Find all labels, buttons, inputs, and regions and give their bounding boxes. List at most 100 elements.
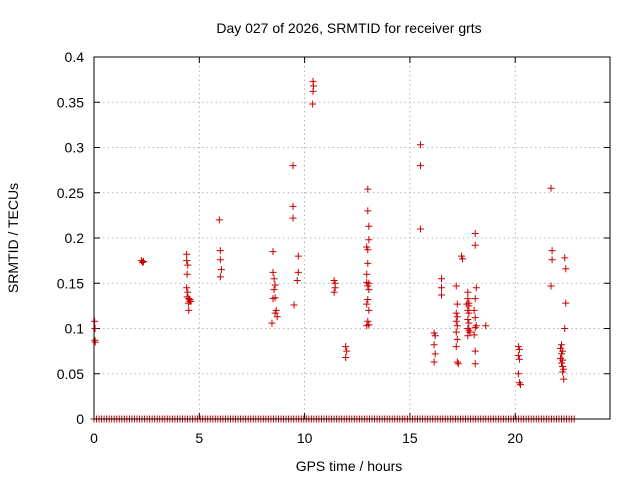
data-point	[365, 306, 373, 314]
y-tick-label: 0.3	[65, 140, 85, 156]
data-point	[453, 322, 461, 330]
data-point	[364, 185, 372, 193]
data-point	[183, 284, 191, 292]
data-point	[452, 343, 460, 351]
x-tick-label: 0	[90, 430, 98, 446]
data-point	[184, 299, 192, 307]
data-point	[558, 350, 566, 358]
data-point	[343, 347, 351, 355]
grid-layer	[94, 57, 610, 419]
data-point	[330, 288, 338, 296]
data-point	[471, 324, 479, 332]
data-point	[270, 286, 278, 294]
data-point	[138, 258, 146, 266]
data-point	[215, 216, 223, 224]
data-point	[364, 246, 372, 254]
data-point	[471, 360, 479, 368]
data-point	[465, 309, 473, 317]
data-point	[268, 319, 276, 327]
data-point	[185, 306, 193, 314]
data-point	[558, 341, 566, 349]
data-point	[465, 326, 473, 334]
data-point	[472, 322, 480, 330]
data-point	[559, 368, 567, 376]
y-tick-label: 0.1	[65, 321, 85, 337]
data-point	[91, 325, 99, 332]
data-point	[184, 261, 192, 269]
x-axis-label: GPS time / hours	[296, 458, 403, 474]
data-point	[452, 328, 460, 336]
data-point	[471, 295, 479, 303]
x-tick-label: 10	[297, 430, 313, 446]
data-point	[558, 359, 566, 367]
data-point	[364, 282, 372, 290]
data-point	[562, 265, 570, 273]
data-point	[472, 284, 480, 292]
data-point	[91, 338, 99, 346]
data-point	[438, 275, 446, 283]
data-point	[514, 352, 522, 360]
data-point	[465, 302, 473, 310]
data-point	[309, 87, 317, 95]
data-point	[289, 214, 297, 222]
data-point	[471, 229, 479, 237]
data-point	[548, 256, 556, 264]
data-point	[289, 202, 297, 210]
data-point	[459, 255, 467, 263]
data-point	[430, 341, 438, 349]
data-point	[183, 250, 191, 258]
tick-layer: 0 0.05 0.1 0.15 0.2 0.25 0.3 0.35 0.4 0 5 10 15 20	[57, 49, 610, 446]
data-point	[454, 360, 462, 368]
data-point	[464, 332, 472, 340]
data-point	[515, 379, 523, 387]
y-tick-label: 0.05	[57, 366, 84, 382]
data-point	[516, 381, 524, 389]
data-point	[183, 270, 191, 278]
data-point	[547, 282, 555, 290]
data-point	[452, 309, 460, 317]
data-point	[562, 299, 570, 307]
data-point	[184, 288, 192, 296]
data-point	[416, 225, 424, 233]
data-point	[342, 353, 350, 361]
data-point	[464, 295, 472, 303]
data-point	[430, 358, 438, 366]
data-point	[515, 355, 523, 363]
y-tick-label: 0.15	[57, 275, 84, 291]
data-point	[365, 321, 373, 329]
data-point	[453, 358, 461, 366]
data-point	[294, 268, 302, 276]
data-point	[514, 370, 522, 378]
data-point	[365, 286, 373, 294]
data-point	[290, 301, 298, 309]
data-point	[269, 248, 277, 256]
data-point	[560, 375, 568, 383]
data-point	[452, 282, 460, 290]
data-point	[431, 350, 439, 358]
data-point	[269, 268, 277, 276]
data-point	[289, 162, 297, 170]
y-tick-label: 0.25	[57, 185, 84, 201]
y-tick-label: 0.4	[65, 49, 85, 65]
y-tick-label: 0.35	[57, 94, 84, 110]
plot-frame	[93, 56, 611, 420]
data-point	[452, 317, 460, 325]
data-point	[438, 291, 446, 299]
y-axis-label: SRMTID / TECUs	[5, 183, 21, 293]
data-point	[438, 284, 446, 292]
data-point	[294, 252, 302, 260]
data-point	[416, 162, 424, 170]
data-point	[561, 254, 569, 262]
data-point	[365, 222, 373, 230]
data-point	[365, 236, 373, 244]
data-point	[453, 300, 461, 308]
data-point	[364, 259, 372, 267]
x-tick-label: 20	[507, 430, 523, 446]
data-point	[431, 332, 439, 340]
data-point	[216, 247, 224, 255]
data-point	[464, 288, 472, 296]
data-point	[363, 270, 371, 278]
data-point	[271, 281, 279, 289]
data-point	[309, 100, 317, 108]
